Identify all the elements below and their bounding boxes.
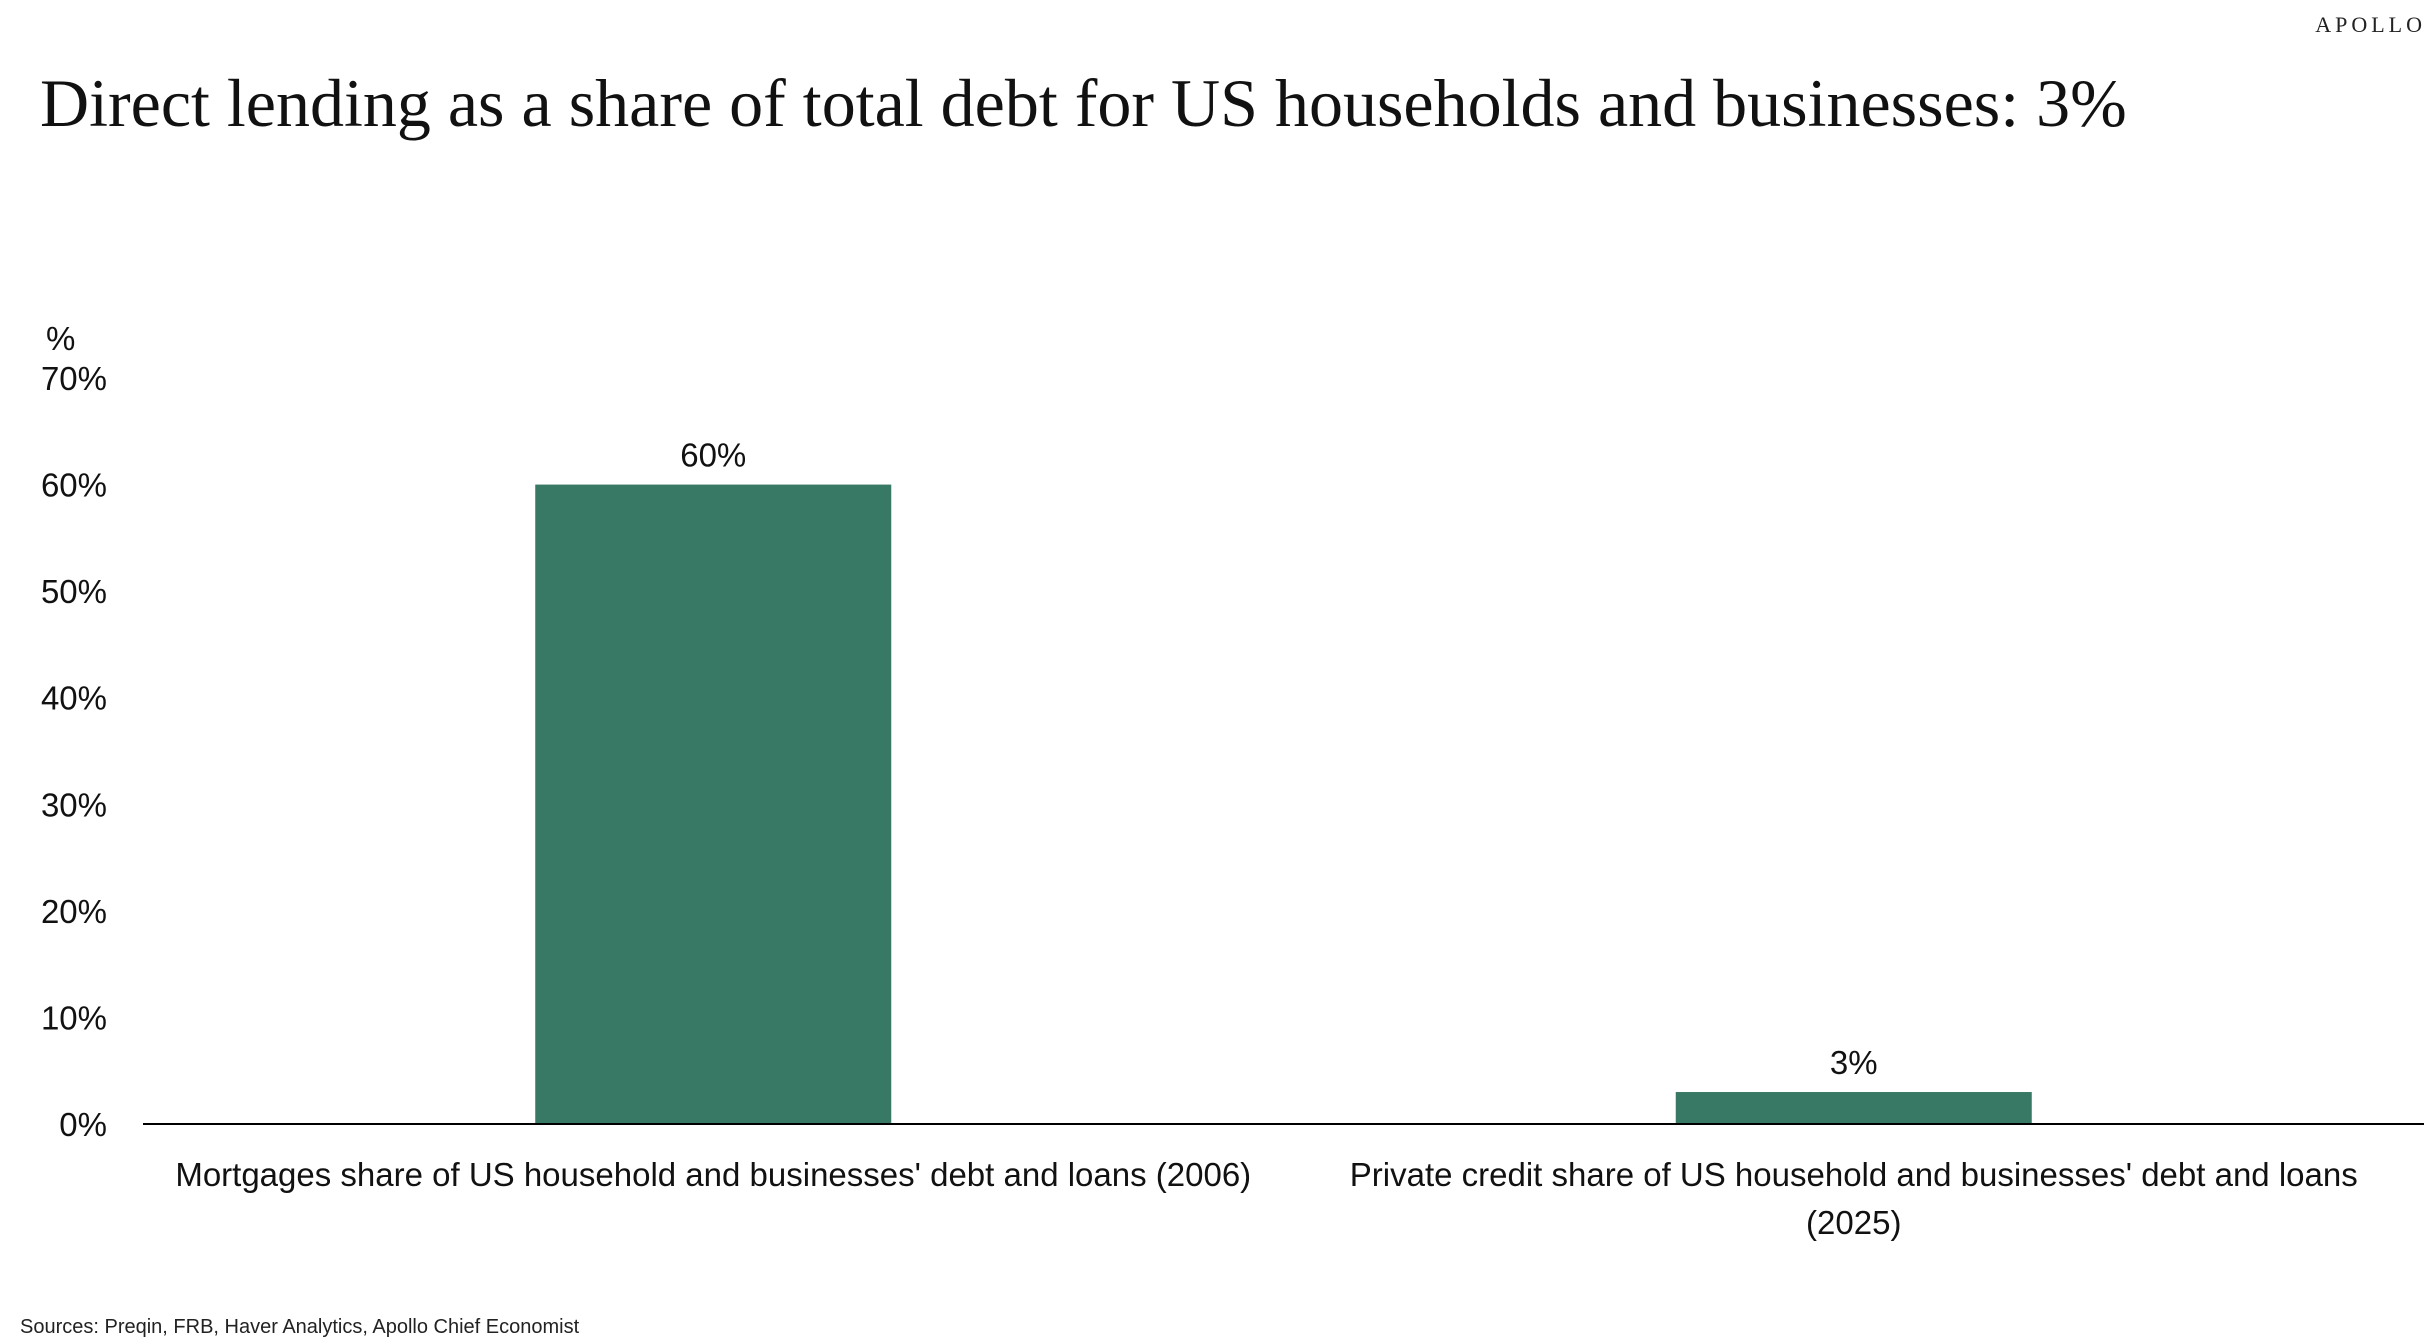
y-tick-label: 40% [41, 680, 107, 717]
y-tick-label: 20% [41, 893, 107, 930]
x-tick-label: (2025) [1806, 1204, 1901, 1241]
data-label: 60% [680, 437, 746, 474]
y-axis-label: % [46, 320, 75, 357]
source-note: Sources: Preqin, FRB, Haver Analytics, A… [20, 1316, 580, 1338]
data-label: 3% [1830, 1044, 1878, 1081]
bar [1675, 1092, 2032, 1124]
chart-title: Direct lending as a share of total debt … [40, 65, 2127, 141]
y-tick-label: 10% [41, 999, 107, 1036]
bar [535, 484, 892, 1125]
apollo-logo: APOLLO [2315, 12, 2426, 37]
y-tick-label: 0% [59, 1106, 107, 1143]
y-tick-label: 70% [41, 360, 107, 397]
y-tick-label: 50% [41, 573, 107, 610]
x-tick-label: Private credit share of US household and… [1350, 1156, 2358, 1193]
y-tick-label: 30% [41, 786, 107, 823]
x-tick-label: Mortgages share of US household and busi… [175, 1156, 1251, 1193]
y-tick-label: 60% [41, 467, 107, 504]
